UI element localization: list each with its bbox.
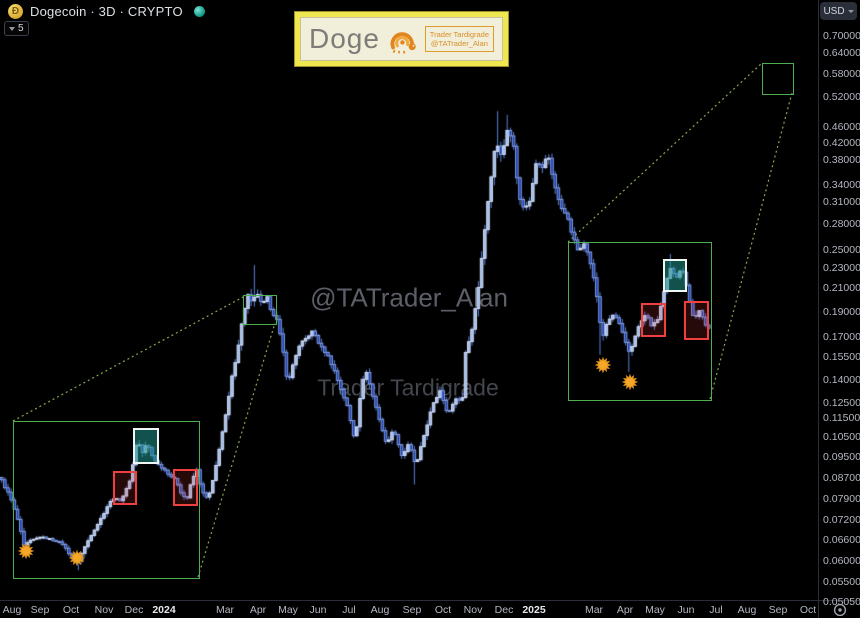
price-tick: 0.19000 xyxy=(823,306,860,318)
price-tick: 0.21000 xyxy=(823,282,860,294)
indicators-collapse-chip[interactable]: 5 xyxy=(4,21,29,36)
price-tick: 0.15500 xyxy=(823,351,860,363)
time-axis-month-label: Aug xyxy=(2,603,22,616)
price-tick: 0.34000 xyxy=(823,179,860,191)
time-axis-month-label: Mar xyxy=(215,603,235,616)
price-tick: 0.23000 xyxy=(823,262,860,274)
market-status-icon[interactable] xyxy=(193,6,205,17)
axis-vertical-separator xyxy=(818,0,819,618)
banner-inner: Doge Trader Tardigrade @TATrader_Alan xyxy=(300,17,503,61)
doge-brand-banner[interactable]: Doge Trader Tardigrade @TATrader_Alan xyxy=(294,11,509,67)
price-tick: 0.25000 xyxy=(823,244,860,256)
badge-line2: @TATrader_Alan xyxy=(430,39,488,48)
symbol-title-row[interactable]: Ð Dogecoin · 3D · CRYPTO xyxy=(8,4,205,19)
time-axis-month-label: Dec xyxy=(494,603,514,616)
banner-badge: Trader Tardigrade @TATrader_Alan xyxy=(424,26,494,52)
time-axis-month-label: Sep xyxy=(30,603,50,616)
price-tick: 0.38000 xyxy=(823,154,860,166)
currency-label: USD xyxy=(823,5,845,17)
time-axis-month-label: Nov xyxy=(463,603,483,616)
price-tick: 0.17000 xyxy=(823,331,860,343)
price-tick: 0.09500 xyxy=(823,451,860,463)
chart-canvas[interactable] xyxy=(0,0,818,600)
price-tick: 0.05500 xyxy=(823,576,860,588)
price-tick: 0.52000 xyxy=(823,91,860,103)
time-axis-month-label: Sep xyxy=(402,603,422,616)
time-axis-month-label: Jun xyxy=(677,603,695,616)
price-tick: 0.05050 xyxy=(823,596,860,608)
currency-selector-button[interactable]: USD xyxy=(820,2,857,20)
tardigrade-logo-icon xyxy=(390,32,416,54)
price-tick: 0.64000 xyxy=(823,47,860,59)
price-tick: 0.46000 xyxy=(823,121,860,133)
price-tick: 0.07200 xyxy=(823,514,860,526)
time-axis-month-label: Oct xyxy=(62,603,80,616)
badge-line1: Trader Tardigrade xyxy=(429,30,489,39)
time-axis-month-label: Oct xyxy=(799,603,817,616)
price-tick: 0.58000 xyxy=(823,68,860,80)
dogecoin-coin-icon: Ð xyxy=(8,4,23,19)
time-axis-month-label: Apr xyxy=(616,603,634,616)
time-axis-month-label: May xyxy=(278,603,298,616)
time-axis-month-label: Sep xyxy=(768,603,788,616)
axis-horizontal-separator xyxy=(0,600,860,601)
time-axis-month-label: Aug xyxy=(737,603,757,616)
price-tick: 0.08700 xyxy=(823,472,860,484)
gear-icon[interactable] xyxy=(832,602,848,618)
time-axis-year-label: 2024 xyxy=(152,603,176,616)
time-axis[interactable]: Aug Sep Oct Nov Dec 2024 Mar Apr May Jun Jul Aug Sep… xyxy=(0,601,818,618)
price-tick: 0.14000 xyxy=(823,374,860,386)
time-axis-month-label: Nov xyxy=(94,603,114,616)
time-axis-month-label: Oct xyxy=(434,603,452,616)
time-axis-month-label: Jul xyxy=(709,603,723,616)
chevron-down-icon xyxy=(847,9,854,13)
time-axis-month-label: Aug xyxy=(370,603,390,616)
symbol-title[interactable]: Dogecoin · 3D · CRYPTO xyxy=(30,4,183,19)
price-tick: 0.11500 xyxy=(823,412,860,424)
price-tick: 0.70000 xyxy=(823,30,860,42)
price-tick: 0.31000 xyxy=(823,196,860,208)
time-axis-month-label: May xyxy=(645,603,665,616)
axis-settings-corner[interactable] xyxy=(819,601,860,618)
price-tick: 0.06000 xyxy=(823,555,860,567)
price-tick: 0.28000 xyxy=(823,218,860,230)
indicator-count: 5 xyxy=(18,23,24,34)
chevron-down-icon xyxy=(9,26,15,31)
price-tick: 0.06600 xyxy=(823,534,860,546)
time-axis-month-label: Mar xyxy=(584,603,604,616)
price-tick: 0.12500 xyxy=(823,397,860,409)
price-tick: 0.07900 xyxy=(823,493,860,505)
time-axis-month-label: Jun xyxy=(309,603,327,616)
price-axis[interactable]: USD 0.70000 0.64000 0.58000 0.52000 0.46000 0… xyxy=(819,0,860,608)
price-tick: 0.42000 xyxy=(823,137,860,149)
price-tick: 0.10500 xyxy=(823,431,860,443)
time-axis-month-label: Apr xyxy=(249,603,267,616)
banner-title: Doge xyxy=(309,23,380,54)
time-axis-year-label: 2025 xyxy=(522,603,546,616)
time-axis-month-label: Dec xyxy=(124,603,144,616)
time-axis-month-label: Jul xyxy=(342,603,356,616)
